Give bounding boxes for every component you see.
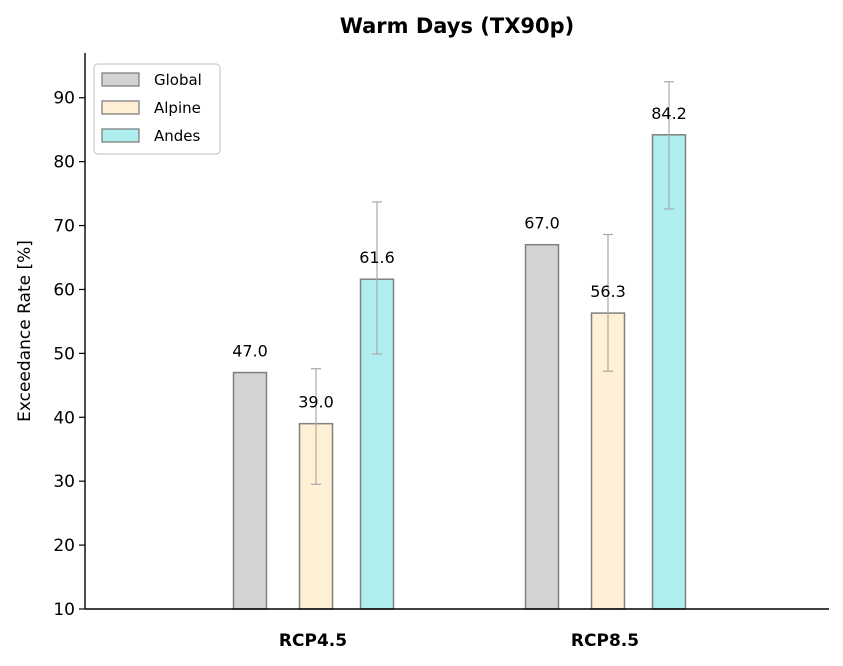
bar-andes-rcp85 bbox=[651, 134, 687, 610]
chart-title: Warm Days (TX90p) bbox=[340, 14, 575, 38]
y-axis-label: Exceedance Rate [%] bbox=[15, 240, 35, 422]
data-label: 67.0 bbox=[524, 214, 560, 233]
y-tick-label: 10 bbox=[53, 600, 75, 620]
plot-area: 10 20 30 40 50 60 70 80 90 47.0 39.0 61.6 RCP4.5 67.0… bbox=[53, 53, 829, 651]
y-tick-label: 60 bbox=[53, 280, 75, 300]
data-label: 56.3 bbox=[590, 282, 626, 301]
data-label: 39.0 bbox=[298, 393, 334, 412]
y-tick-label: 20 bbox=[53, 536, 75, 556]
legend-swatch-global bbox=[101, 72, 140, 87]
data-label: 61.6 bbox=[359, 248, 395, 267]
y-tick-label: 40 bbox=[53, 408, 75, 428]
y-tick-label: 80 bbox=[53, 153, 75, 173]
data-label: 84.2 bbox=[651, 104, 687, 123]
x-tick-label: RCP4.5 bbox=[279, 631, 347, 651]
y-tick-label: 50 bbox=[53, 344, 75, 364]
legend-swatch-andes bbox=[101, 128, 140, 143]
data-label: 47.0 bbox=[232, 342, 268, 361]
y-tick-label: 90 bbox=[53, 89, 75, 109]
legend-label-alpine: Alpine bbox=[154, 99, 201, 117]
legend-label-global: Global bbox=[154, 71, 202, 89]
bar-global-rcp85 bbox=[524, 243, 560, 610]
y-tick-label: 70 bbox=[53, 217, 75, 237]
bar-global-rcp45 bbox=[232, 371, 268, 610]
legend: Global Alpine Andes bbox=[93, 63, 221, 155]
legend-label-andes: Andes bbox=[154, 127, 201, 145]
x-tick-label: RCP8.5 bbox=[571, 631, 639, 651]
legend-swatch-alpine bbox=[101, 100, 140, 115]
y-tick-label: 30 bbox=[53, 472, 75, 492]
